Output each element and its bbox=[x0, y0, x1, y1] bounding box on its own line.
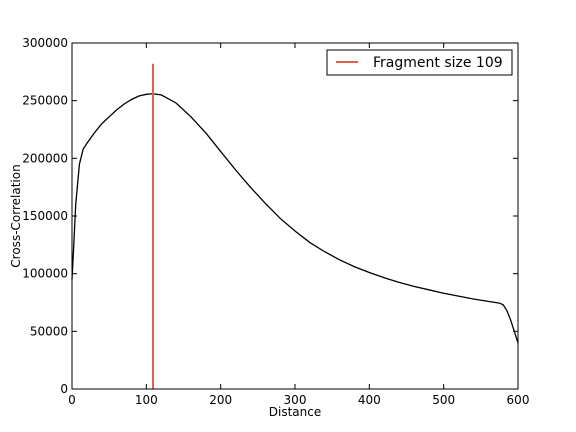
legend-label: Fragment size 109 bbox=[373, 55, 503, 71]
y-tick-label: 50000 bbox=[30, 324, 68, 338]
x-tick-label: 500 bbox=[432, 393, 455, 407]
x-tick-label: 200 bbox=[209, 393, 232, 407]
plot-frame bbox=[71, 42, 519, 390]
cross-correlation-line bbox=[71, 93, 519, 344]
y-tick-label: 200000 bbox=[22, 151, 68, 165]
x-tick-label: 600 bbox=[507, 393, 530, 407]
y-tick-label: 300000 bbox=[22, 36, 68, 50]
y-tick-label: 100000 bbox=[22, 267, 68, 281]
x-axis-label: Distance bbox=[269, 405, 321, 419]
x-tick-label: 100 bbox=[135, 393, 158, 407]
legend: Fragment size 109 bbox=[326, 49, 513, 76]
plot-lines bbox=[71, 63, 519, 389]
x-tick-label: 0 bbox=[68, 393, 76, 407]
x-tick-label: 400 bbox=[358, 393, 381, 407]
y-tick-label: 150000 bbox=[22, 209, 68, 223]
x-tick-label: 300 bbox=[284, 393, 307, 407]
y-tick-label: 250000 bbox=[22, 94, 68, 108]
y-tick-label: 0 bbox=[60, 382, 68, 396]
y-axis-label: Cross-Correlation bbox=[9, 164, 23, 267]
axis-ticks: 0 100 200 300 400 500 600 0 50000 100000 150000 200… bbox=[22, 36, 529, 407]
